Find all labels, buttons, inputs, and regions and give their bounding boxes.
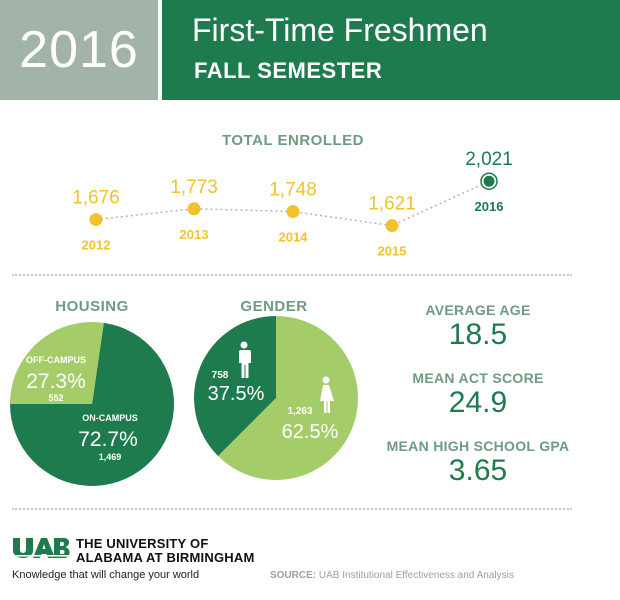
- enrolled-year-label: 2016: [475, 199, 504, 214]
- stat-label-mean-act: MEAN ACT SCORE: [412, 370, 544, 386]
- university-name-line1: THE UNIVERSITY OF: [76, 536, 209, 551]
- gender-male-count: 758: [212, 370, 229, 381]
- university-name-line2: ALABAMA AT BIRMINGHAM: [76, 550, 255, 565]
- housing-chart-title: HOUSING: [55, 298, 129, 315]
- housing-off-percent: 27.3%: [26, 370, 86, 393]
- enrolled-point: [187, 202, 201, 216]
- section-divider-top: [12, 274, 572, 276]
- stat-value-mean-gpa: 3.65: [448, 454, 508, 487]
- source-note: SOURCE: UAB Institutional Effectiveness …: [270, 570, 514, 581]
- stat-label-mean-gpa: MEAN HIGH SCHOOL GPA: [386, 438, 570, 454]
- section-divider-bottom: [12, 508, 572, 510]
- housing-slice-off-campus: [10, 322, 104, 404]
- housing-off-count: 552: [48, 393, 63, 403]
- enrolled-value-label: 1,621: [368, 194, 416, 215]
- gender-female-count: 1,263: [287, 406, 312, 417]
- title-box: First-Time Freshmen FALL SEMESTER: [162, 0, 620, 100]
- uab-logo: [12, 537, 70, 559]
- female-figure-icon: [320, 376, 334, 413]
- enrolled-value-label: 1,748: [269, 180, 317, 201]
- enrolled-trend-line: [95, 180, 490, 227]
- housing-on-percent: 72.7%: [78, 428, 138, 451]
- gender-slice-male: [193, 316, 276, 456]
- housing-slice-on-campus: [10, 322, 174, 486]
- enrolled-value-label: 1,773: [170, 177, 218, 198]
- enrolled-point: [483, 175, 495, 187]
- stat-label-average-age: AVERAGE AGE: [425, 302, 531, 318]
- year-label: 2016: [19, 21, 139, 79]
- housing-on-label: ON-CAMPUS: [82, 413, 138, 423]
- enrolled-value-label: 2,021: [465, 149, 513, 170]
- enrolled-year-label: 2013: [180, 227, 209, 242]
- enrolled-point: [385, 219, 399, 233]
- source-label: SOURCE:: [270, 570, 317, 581]
- header-banner: 2016 First-Time Freshmen FALL SEMESTER: [0, 0, 620, 100]
- housing-off-label: OFF-CAMPUS: [26, 355, 86, 365]
- gender-female-percent: 62.5%: [282, 421, 339, 443]
- stat-value-mean-act: 24.9: [448, 386, 508, 419]
- enrolled-chart-title: TOTAL ENROLLED: [222, 132, 364, 149]
- stat-value-average-age: 18.5: [448, 318, 508, 351]
- year-box: 2016: [0, 0, 158, 100]
- enrolled-year-label: 2015: [378, 244, 407, 259]
- enrolled-point: [89, 213, 103, 227]
- enrolled-line-chart: 1,676 2012 1,773 2013 1,748 2014 1,621 2015 2,02…: [72, 149, 513, 259]
- enrolled-point: [286, 205, 300, 219]
- housing-on-count: 1,469: [99, 452, 122, 462]
- page-subtitle: FALL SEMESTER: [194, 58, 383, 83]
- gender-chart-title: GENDER: [240, 298, 308, 315]
- enrolled-year-label: 2014: [279, 230, 309, 245]
- gender-slice-female: [218, 316, 358, 480]
- enrolled-value-label: 1,676: [72, 188, 120, 209]
- source-text: UAB Institutional Effectiveness and Anal…: [318, 570, 514, 581]
- male-figure-icon: [239, 341, 251, 378]
- tagline: Knowledge that will change your world: [12, 569, 200, 581]
- enrolled-year-label: 2012: [82, 238, 111, 253]
- gender-male-percent: 37.5%: [208, 383, 265, 405]
- page-title: First-Time Freshmen: [192, 12, 488, 48]
